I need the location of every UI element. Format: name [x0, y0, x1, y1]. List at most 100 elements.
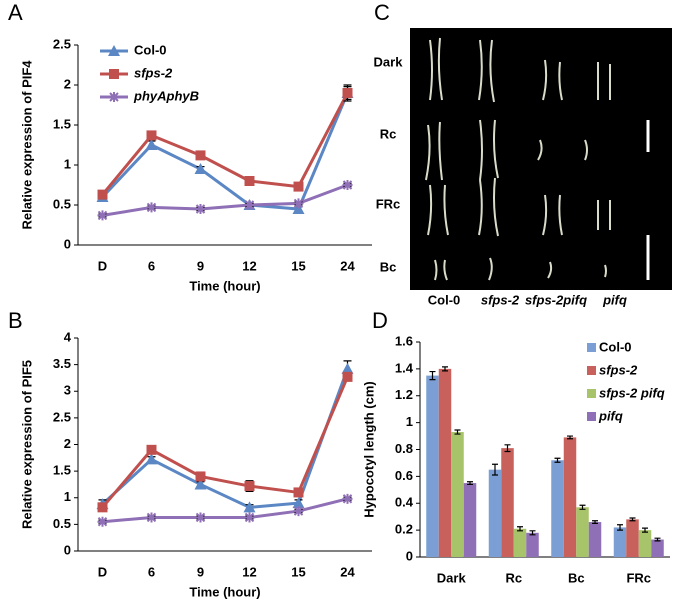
marker — [146, 202, 157, 213]
marker — [244, 481, 255, 492]
error-bar — [429, 370, 436, 381]
y-tick-label: 0 — [64, 542, 71, 557]
marker — [145, 453, 158, 465]
marker — [97, 210, 108, 221]
legend-label: phyAphyB — [133, 88, 199, 103]
marker — [146, 444, 157, 455]
x-tick-label: 12 — [242, 258, 256, 273]
marker — [108, 45, 120, 56]
error-bar — [504, 444, 511, 453]
bar — [513, 528, 527, 557]
y-tick-label: 4 — [64, 329, 72, 344]
x-tick-label: 9 — [197, 564, 204, 579]
marker — [195, 471, 206, 482]
x-tick-label: 9 — [197, 258, 204, 273]
bar — [501, 448, 514, 557]
x-tick-label: Dark — [437, 570, 467, 585]
error-bar — [529, 530, 536, 536]
error-bar — [467, 481, 473, 486]
y-tick-label: 2 — [64, 436, 71, 451]
column-label: Col-0 — [428, 292, 461, 307]
y-tick-label: 1.2 — [395, 387, 413, 402]
error-bar — [554, 457, 561, 463]
x-tick-label: D — [98, 564, 107, 579]
marker — [97, 516, 108, 527]
marker — [342, 493, 353, 504]
bar — [651, 539, 664, 557]
panel-label: B — [8, 308, 23, 333]
marker — [293, 181, 304, 192]
legend-label: Col-0 — [599, 339, 632, 354]
x-axis-label: Time (hour) — [189, 278, 260, 293]
y-tick-label: 0.4 — [395, 495, 414, 510]
panel-label: C — [374, 0, 390, 25]
y-axis-label: Relative expression of PIF4 — [19, 60, 34, 230]
panel-label: D — [372, 308, 388, 333]
marker — [342, 180, 353, 190]
y-tick-label: 1 — [406, 414, 413, 429]
y-tick-label: 2.5 — [53, 409, 71, 424]
error-bar — [517, 526, 523, 532]
marker — [97, 189, 108, 200]
y-axis-label: Hypocotyl length (cm) — [361, 381, 376, 518]
y-tick-label: 1 — [64, 489, 71, 504]
marker — [109, 92, 119, 102]
error-bar — [642, 527, 648, 533]
legend-label: sfps-2 — [134, 65, 173, 80]
seedlings — [425, 37, 611, 281]
y-tick-label: 0.5 — [53, 516, 71, 531]
y-tick-label: 3 — [64, 383, 71, 398]
column-label: sfps-2 — [481, 292, 520, 307]
bar — [613, 527, 627, 557]
bar — [626, 519, 639, 557]
legend-label: pifq — [598, 408, 623, 423]
marker — [244, 176, 255, 186]
error-bar — [654, 537, 661, 542]
panel-label: A — [8, 0, 23, 25]
bar — [451, 432, 464, 557]
y-tick-label: 1.4 — [395, 360, 414, 375]
photo — [410, 28, 672, 290]
line — [101, 376, 349, 509]
error-bar — [454, 429, 461, 435]
marker — [97, 502, 108, 513]
marker — [145, 139, 158, 150]
y-tick-label: 2 — [64, 76, 71, 91]
marker — [341, 362, 354, 374]
legend-label: Col-0 — [134, 42, 167, 57]
y-tick-label: 1.5 — [53, 463, 71, 478]
line — [101, 92, 349, 196]
marker — [292, 203, 305, 214]
marker — [195, 512, 206, 523]
marker — [195, 150, 206, 161]
y-tick-label: 0.6 — [395, 468, 413, 483]
marker — [342, 371, 353, 382]
marker — [146, 130, 157, 141]
y-axis-label: Relative expression of PIF5 — [19, 360, 34, 529]
y-tick-label: 0.2 — [395, 522, 413, 537]
y-tick-label: 1.5 — [53, 116, 71, 131]
error-bar — [567, 435, 573, 440]
marker — [293, 487, 304, 498]
marker — [194, 478, 207, 490]
line — [101, 368, 349, 509]
legend-label: sfps-2 pifq — [599, 385, 665, 400]
bar — [438, 368, 452, 557]
legend-label: sfps-2 — [599, 362, 638, 377]
marker — [146, 512, 157, 523]
y-tick-label: 0 — [64, 236, 71, 251]
bar — [463, 483, 477, 557]
y-tick-label: 1 — [64, 156, 71, 171]
marker — [342, 88, 353, 98]
row-label: Rc — [380, 126, 397, 141]
marker — [244, 200, 255, 210]
x-tick-label: 15 — [291, 258, 305, 273]
bar — [638, 530, 652, 557]
row-label: Dark — [374, 54, 404, 69]
marker — [293, 198, 304, 209]
y-tick-label: 0 — [406, 548, 413, 563]
y-tick-label: 2.5 — [53, 36, 71, 51]
y-tick-label: 3.5 — [53, 356, 71, 371]
y-tick-label: 0.8 — [395, 441, 413, 456]
